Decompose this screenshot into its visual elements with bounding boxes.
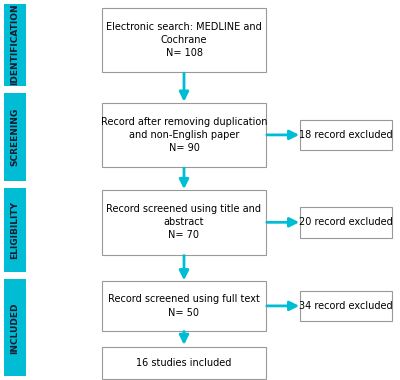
Text: INCLUDED: INCLUDED — [10, 302, 20, 353]
Text: 34 record excluded: 34 record excluded — [299, 301, 393, 311]
Bar — [4, 279, 26, 376]
Text: ELIGIBILITY: ELIGIBILITY — [10, 201, 20, 259]
FancyBboxPatch shape — [102, 347, 266, 379]
Text: 20 record excluded: 20 record excluded — [299, 217, 393, 227]
Text: Record after removing duplication
and non-English paper
N= 90: Record after removing duplication and no… — [101, 117, 267, 153]
Text: Electronic search: MEDLINE and
Cochrane
N= 108: Electronic search: MEDLINE and Cochrane … — [106, 22, 262, 58]
FancyBboxPatch shape — [300, 291, 392, 321]
FancyBboxPatch shape — [102, 190, 266, 255]
FancyBboxPatch shape — [102, 281, 266, 331]
Text: Record screened using full text
N= 50: Record screened using full text N= 50 — [108, 294, 260, 318]
Text: SCREENING: SCREENING — [10, 108, 20, 166]
Text: 16 studies included: 16 studies included — [136, 358, 232, 368]
FancyBboxPatch shape — [102, 8, 266, 72]
FancyBboxPatch shape — [102, 103, 266, 167]
Bar — [4, 188, 26, 272]
Text: 18 record excluded: 18 record excluded — [299, 130, 393, 140]
Bar — [4, 4, 26, 86]
Bar — [4, 93, 26, 180]
Text: IDENTIFICATION: IDENTIFICATION — [10, 4, 20, 86]
FancyBboxPatch shape — [300, 120, 392, 150]
FancyBboxPatch shape — [300, 207, 392, 238]
Text: Record screened using title and
abstract
N= 70: Record screened using title and abstract… — [106, 204, 262, 241]
